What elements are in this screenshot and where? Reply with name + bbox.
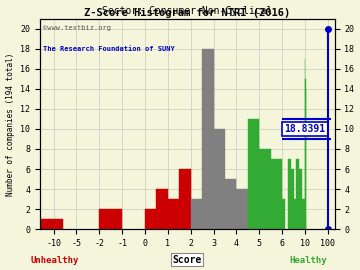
Bar <box>302 199 305 229</box>
Bar <box>271 159 282 229</box>
Bar <box>202 49 213 229</box>
Title: Z-Score Histogram for NTRI (2016): Z-Score Histogram for NTRI (2016) <box>84 8 291 18</box>
Text: Healthy: Healthy <box>289 256 327 265</box>
Bar <box>213 129 225 229</box>
Bar <box>259 149 271 229</box>
Y-axis label: Number of companies (194 total): Number of companies (194 total) <box>5 52 14 195</box>
Bar <box>145 209 156 229</box>
Bar <box>40 219 63 229</box>
Bar <box>191 199 202 229</box>
Bar <box>299 169 302 229</box>
Text: 18.8391: 18.8391 <box>284 124 325 134</box>
Bar <box>225 179 237 229</box>
Bar <box>99 209 122 229</box>
Bar <box>282 199 285 229</box>
Bar <box>288 159 291 229</box>
Bar <box>291 169 293 229</box>
Bar <box>293 199 296 229</box>
Text: Score: Score <box>172 255 202 265</box>
Text: Sector: Consumer Non-Cyclical: Sector: Consumer Non-Cyclical <box>102 5 273 15</box>
Text: Unhealthy: Unhealthy <box>30 256 79 265</box>
Bar <box>179 169 191 229</box>
Bar <box>248 119 259 229</box>
Bar <box>237 189 248 229</box>
Text: ©www.textbiz.org: ©www.textbiz.org <box>43 25 111 31</box>
Text: The Research Foundation of SUNY: The Research Foundation of SUNY <box>43 46 175 52</box>
Bar <box>156 189 168 229</box>
Bar <box>296 159 299 229</box>
Bar <box>168 199 179 229</box>
